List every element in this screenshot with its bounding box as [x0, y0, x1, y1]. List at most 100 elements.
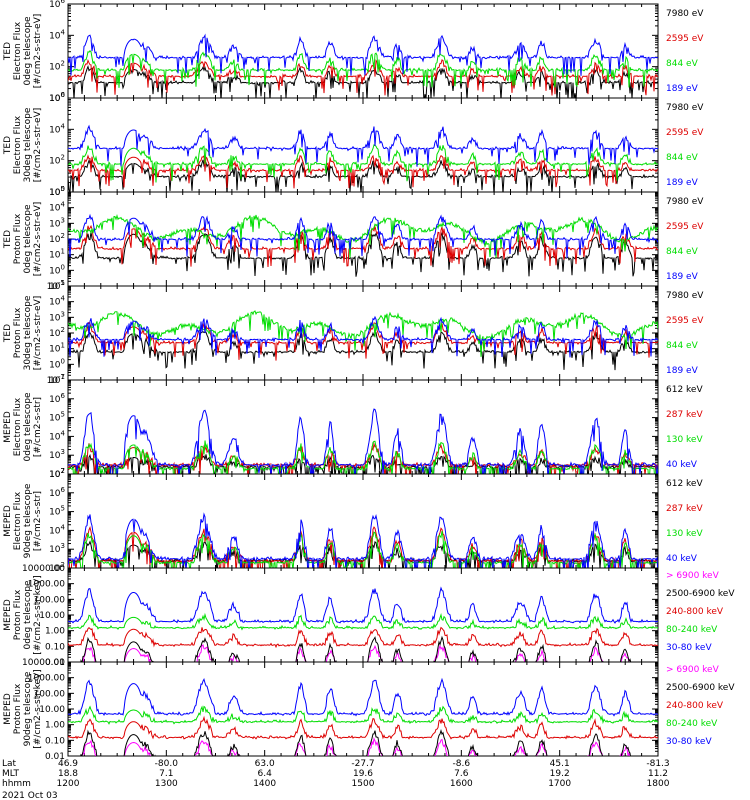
y-axis-label: Electron Flux [13, 21, 23, 80]
y-tick-label: 100.00 [34, 595, 66, 605]
x-row-value: 45.1 [550, 759, 570, 769]
panel-2: 100 102 104 106 TED Electron Flux 30deg telesc… [3, 91, 704, 198]
legend-entry: 80-240 keV [666, 625, 718, 635]
series-group [68, 512, 658, 568]
series-line [68, 315, 658, 358]
y-tick-label: 102 [49, 232, 65, 245]
panel-5: 102 103 104 105 106 107 MEPED Electron Flux 0deg… [3, 373, 703, 480]
legend-entry: 30-80 keV [666, 737, 712, 747]
legend-entry: 240-800 keV [666, 607, 724, 617]
panel-1: 100 102 104 106 TED Electron Flux 0deg telesco… [3, 0, 704, 104]
series-line [68, 705, 658, 725]
series-line [68, 531, 658, 568]
legend-entry: 189 eV [666, 272, 699, 282]
y-tick-label: 1000.00 [28, 674, 65, 684]
y-axis-label: Proton Flux [13, 213, 23, 264]
x-row-value: 19.2 [550, 769, 570, 779]
y-tick-label: 10000.00 [22, 564, 65, 574]
y-axis-label: [#/cm2-s-str] [33, 397, 43, 457]
legend-entry: 287 keV [666, 410, 703, 420]
y-tick-label: 107 [49, 467, 65, 480]
y-tick-label: 100.00 [34, 689, 66, 699]
y-axis-label: 30deg telescope [23, 295, 33, 370]
legend-entry: 2595 eV [666, 222, 704, 232]
legend-entry: 40 keV [666, 460, 698, 470]
y-axis-label: Electron Flux [13, 397, 23, 456]
y-axis-label: MEPED [3, 599, 13, 631]
panel-frame [67, 567, 659, 663]
series-group [68, 677, 658, 756]
series-line [68, 525, 658, 568]
legend-entry: 287 keV [666, 504, 703, 514]
y-axis-label: [#/cm2-s-str-eV] [33, 202, 43, 277]
panel-frame [67, 473, 659, 569]
legend-entry: 7980 eV [666, 9, 704, 19]
y-tick-label: 102 [49, 326, 65, 339]
series-line [68, 154, 658, 189]
y-axis-label: 0deg telescope [23, 16, 33, 86]
y-axis-label: Electron Flux [13, 491, 23, 550]
y-tick-label: 106 [49, 91, 65, 104]
legend-entry: 7980 eV [666, 103, 704, 113]
x-row-value: 1200 [57, 779, 80, 789]
series-line [68, 33, 658, 76]
y-tick-label: 101 [49, 248, 65, 261]
x-row-label: MLT [2, 769, 20, 779]
x-row-label: hhmm [2, 779, 31, 789]
legend-entry: 844 eV [666, 341, 699, 351]
y-tick-label: 0.10 [45, 736, 65, 746]
legend-entry: 189 eV [666, 178, 699, 188]
y-tick-label: 102 [49, 561, 65, 574]
series-line [68, 512, 658, 568]
legend-entry: 612 keV [666, 479, 703, 489]
legend-entry: 2595 eV [666, 128, 704, 138]
series-group [68, 586, 658, 662]
legend-entry: 2500-6900 keV [666, 589, 735, 599]
series-line [68, 124, 658, 167]
date-label: 2021 Oct 03 [2, 791, 58, 800]
y-tick-label: 10.00 [39, 705, 65, 715]
y-axis-label: [#/cm2-s-str-eV] [33, 14, 43, 89]
y-tick-label: 103 [49, 448, 65, 461]
y-tick-label: 0.01 [45, 658, 65, 668]
y-axis-label: TED [3, 42, 13, 61]
series-line [68, 331, 658, 371]
x-row-value: 63.0 [255, 759, 275, 769]
legend-entry: 30-80 keV [666, 643, 712, 653]
x-row-value: 1500 [352, 779, 375, 789]
legend-entry: 844 eV [666, 247, 699, 257]
y-axis-label: 0deg telescope [23, 580, 33, 650]
y-axis-label: [#/cm2-s-str-eV] [33, 108, 43, 183]
x-row-value: 19.6 [353, 769, 373, 779]
legend-entry: 2500-6900 keV [666, 683, 735, 693]
x-row-value: 1600 [450, 779, 473, 789]
legend-entry: 189 eV [666, 366, 699, 376]
series-group [68, 408, 658, 474]
y-tick-label: 106 [49, 486, 65, 499]
legend-entry: 40 keV [666, 554, 698, 564]
y-axis-label: [#/cm2-s-str-eV] [33, 296, 43, 371]
y-axis-label: 0deg telescope [23, 204, 33, 274]
x-row-value: 7.1 [159, 769, 173, 779]
legend-entry: 7980 eV [666, 291, 704, 301]
legend-entry: 189 eV [666, 84, 699, 94]
series-line [68, 144, 658, 183]
series-line [68, 626, 658, 649]
series-line [68, 440, 658, 474]
y-tick-label: 102 [49, 60, 65, 73]
legend-entry: > 6900 keV [666, 665, 720, 675]
y-axis-label: MEPED [3, 411, 13, 443]
series-line [68, 59, 658, 96]
panel-4: 10-1 100 101 102 103 104 105 TED Proton Flux 30de… [3, 279, 704, 386]
x-row-value: 1400 [253, 779, 276, 789]
y-tick-label: 10.00 [39, 611, 65, 621]
y-tick-label: 106 [49, 0, 65, 10]
y-axis-label: TED [3, 136, 13, 155]
y-axis-label: MEPED [3, 693, 13, 725]
legend-entry: 130 keV [666, 529, 703, 539]
y-tick-label: 1.00 [45, 627, 65, 637]
x-row-label: Lat [2, 759, 17, 769]
y-axis-label: [#/cm2-s-str-keV] [33, 575, 43, 654]
x-row-value: 1800 [647, 779, 670, 789]
